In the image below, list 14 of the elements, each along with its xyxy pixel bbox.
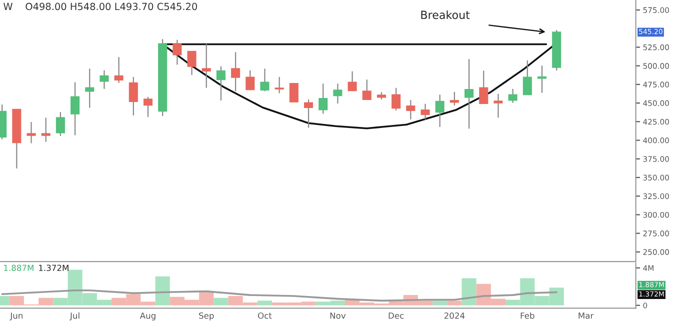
x-tick-label: Feb [520,312,534,319]
x-tick-label: Dec [388,312,404,319]
x-tick-label: Sep [199,312,214,320]
x-tick-label: 2024 [444,312,465,319]
x-tick-label: Oct [258,312,272,319]
annotation: 1.372M [39,264,68,272]
x-tick-label: Aug [140,312,156,320]
annotation: Breakout [421,10,470,20]
x-tick-label: Mar [578,312,594,319]
chart-title: W O498.00 H548.00 L493.70 C545.20 [4,2,198,10]
x-tick-label: Jun [10,312,22,320]
x-tick-label: Jul [70,312,80,320]
annotation: 1.887M [4,264,34,272]
x-tick-label: Nov [330,312,346,319]
